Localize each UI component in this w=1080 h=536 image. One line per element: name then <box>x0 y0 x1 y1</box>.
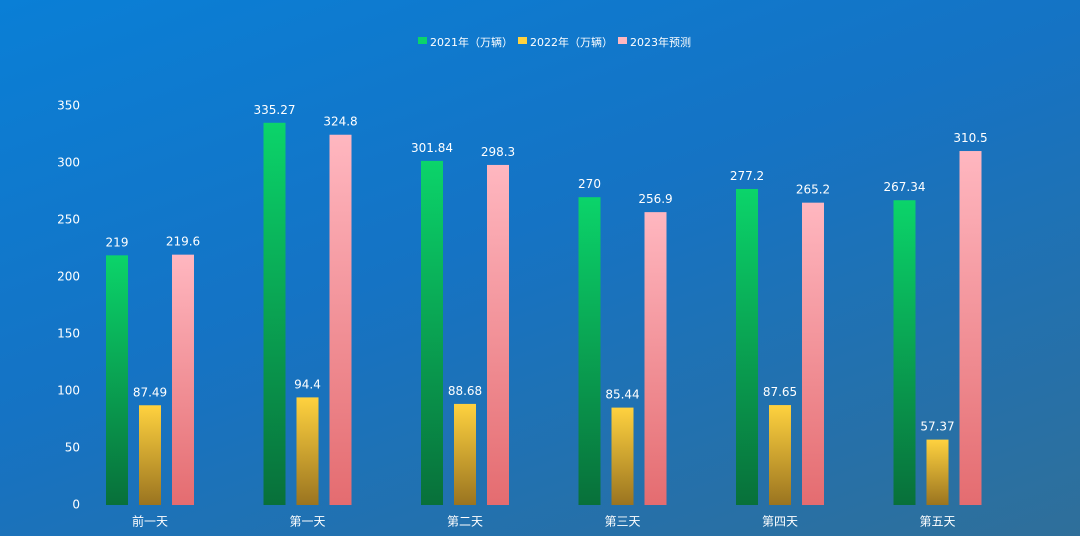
value-label-series3-6: 310.5 <box>953 131 987 145</box>
value-label-series3-5: 265.2 <box>796 183 830 197</box>
bar-series1-2[interactable] <box>263 122 286 505</box>
bar-series2-2[interactable] <box>296 397 319 505</box>
legend-swatch-1[interactable] <box>418 37 427 44</box>
bar-series2-1[interactable] <box>139 405 161 505</box>
x-category-label: 第二天 <box>447 515 483 529</box>
bar-series1-1[interactable] <box>106 255 128 505</box>
value-label-series1-4: 270 <box>578 177 601 191</box>
value-label-series2-4: 85.44 <box>605 388 639 402</box>
y-tick-label: 50 <box>65 441 80 455</box>
bar-series3-1[interactable] <box>172 254 194 505</box>
bar-series2-4[interactable] <box>611 407 634 505</box>
y-tick-label: 250 <box>57 213 80 227</box>
value-label-series1-1: 219 <box>106 235 129 249</box>
value-label-series3-1: 219.6 <box>166 235 200 249</box>
legend-swatch-2[interactable] <box>518 37 527 44</box>
value-label-series3-3: 298.3 <box>481 145 515 159</box>
bar-series3-2[interactable] <box>329 134 352 505</box>
bar-series3-6[interactable] <box>959 151 982 505</box>
value-label-series2-2: 94.4 <box>294 377 321 391</box>
y-tick-label: 100 <box>57 384 80 398</box>
bar-series3-3[interactable] <box>487 164 509 506</box>
legend-label-1[interactable]: 2021年（万辆） <box>430 35 513 49</box>
x-axis: 前一天 第一天 第二天 第三天 第四天 第五天 <box>132 514 956 529</box>
bar-series1-5[interactable] <box>736 188 758 505</box>
bar-series1-3[interactable] <box>421 160 443 505</box>
x-category-label: 前一天 <box>132 514 168 529</box>
bar-series2-6[interactable] <box>926 439 949 505</box>
value-label-series3-4: 256.9 <box>638 192 672 206</box>
value-label-series2-3: 88.68 <box>448 384 482 398</box>
value-label-series2-1: 87.49 <box>133 385 167 399</box>
value-label-series2-5: 87.65 <box>763 385 797 399</box>
bar-series2-3[interactable] <box>454 403 476 505</box>
legend-swatch-3[interactable] <box>618 37 627 44</box>
value-label-series1-2: 335.27 <box>254 103 296 117</box>
y-axis: 0 50 100 150 200 250 300 350 <box>57 99 80 512</box>
bar-series3-5[interactable] <box>802 202 824 505</box>
bar-series2-5[interactable] <box>769 405 791 505</box>
value-label-series1-6: 267.34 <box>884 180 926 194</box>
y-tick-label: 300 <box>57 156 80 170</box>
bars-group: 219 87.49 219.6 335.27 94.4 324.8 301.84 88.68 2… <box>106 103 988 506</box>
value-label-series2-6: 57.37 <box>920 420 954 434</box>
x-category-label: 第一天 <box>289 515 325 529</box>
value-label-series1-5: 277.2 <box>730 169 764 183</box>
y-tick-label: 200 <box>57 270 80 284</box>
bar-series3-4[interactable] <box>644 212 667 505</box>
legend-label-2[interactable]: 2022年（万辆） <box>530 35 613 49</box>
x-category-label: 第四天 <box>762 515 798 529</box>
x-category-label: 第三天 <box>604 515 640 529</box>
y-tick-label: 0 <box>72 498 80 512</box>
y-tick-label: 350 <box>57 99 80 113</box>
bar-series1-6[interactable] <box>893 200 916 505</box>
y-tick-label: 150 <box>57 327 80 341</box>
bar-series1-4[interactable] <box>578 197 601 505</box>
value-label-series1-3: 301.84 <box>411 141 453 155</box>
value-label-series3-2: 324.8 <box>323 115 357 129</box>
chart-legend: 2021年（万辆） 2022年（万辆） 2023年预测 <box>418 35 691 49</box>
x-category-label: 第五天 <box>919 515 955 529</box>
legend-label-3[interactable]: 2023年预测 <box>630 35 691 49</box>
